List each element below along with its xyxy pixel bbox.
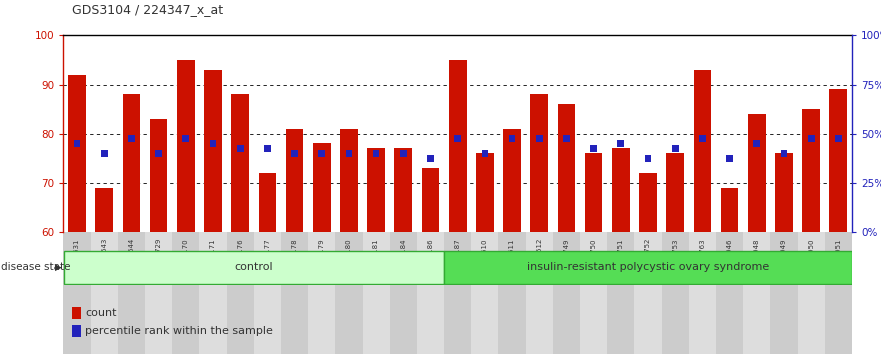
FancyBboxPatch shape: [444, 251, 852, 284]
Bar: [482, 150, 488, 157]
Bar: [336, 232, 362, 354]
Text: percentile rank within the sample: percentile rank within the sample: [85, 326, 273, 336]
Bar: [232, 94, 249, 232]
Bar: [607, 232, 634, 354]
Bar: [210, 140, 217, 147]
Bar: [345, 150, 352, 157]
Bar: [553, 232, 580, 354]
Bar: [292, 150, 298, 157]
Bar: [448, 60, 467, 232]
Bar: [808, 135, 815, 142]
Bar: [100, 150, 107, 157]
Text: ▶: ▶: [55, 263, 62, 272]
Bar: [662, 232, 689, 354]
Bar: [672, 145, 678, 152]
Bar: [422, 168, 440, 232]
Bar: [145, 232, 172, 354]
Bar: [471, 232, 499, 354]
Bar: [417, 232, 444, 354]
Bar: [536, 135, 543, 142]
Bar: [526, 232, 553, 354]
Bar: [499, 232, 526, 354]
Bar: [74, 140, 80, 147]
Bar: [444, 232, 471, 354]
Text: control: control: [234, 262, 273, 272]
Bar: [285, 129, 303, 232]
Bar: [177, 60, 195, 232]
Bar: [204, 70, 222, 232]
Bar: [373, 150, 380, 157]
Bar: [340, 129, 358, 232]
Bar: [640, 173, 657, 232]
Bar: [226, 232, 254, 354]
Bar: [563, 135, 570, 142]
Bar: [95, 188, 113, 232]
Bar: [68, 75, 85, 232]
Bar: [389, 232, 417, 354]
Bar: [590, 145, 597, 152]
Bar: [427, 155, 433, 162]
Bar: [72, 325, 81, 337]
Bar: [634, 232, 662, 354]
Bar: [118, 232, 145, 354]
Bar: [308, 232, 336, 354]
Bar: [770, 232, 797, 354]
Bar: [645, 155, 651, 162]
Bar: [237, 145, 243, 152]
Bar: [699, 135, 706, 142]
Bar: [281, 232, 308, 354]
Bar: [580, 232, 607, 354]
Bar: [716, 232, 744, 354]
Bar: [367, 148, 385, 232]
Bar: [530, 94, 548, 232]
Bar: [400, 150, 407, 157]
Bar: [744, 232, 770, 354]
Bar: [797, 232, 825, 354]
Bar: [122, 94, 140, 232]
Bar: [803, 109, 820, 232]
Bar: [318, 150, 325, 157]
Bar: [91, 232, 118, 354]
Bar: [172, 232, 199, 354]
Bar: [455, 135, 461, 142]
Bar: [781, 150, 788, 157]
Bar: [618, 140, 624, 147]
Bar: [693, 70, 711, 232]
Bar: [362, 232, 389, 354]
Bar: [395, 148, 412, 232]
Bar: [748, 114, 766, 232]
Bar: [753, 140, 760, 147]
Text: disease state: disease state: [1, 262, 70, 272]
Bar: [775, 153, 793, 232]
Text: insulin-resistant polycystic ovary syndrome: insulin-resistant polycystic ovary syndr…: [527, 262, 769, 272]
Bar: [585, 153, 603, 232]
Bar: [182, 135, 189, 142]
Bar: [199, 232, 226, 354]
Bar: [558, 104, 575, 232]
Bar: [825, 232, 852, 354]
Bar: [264, 145, 270, 152]
Bar: [254, 232, 281, 354]
Bar: [258, 173, 276, 232]
Bar: [128, 135, 135, 142]
Text: count: count: [85, 308, 116, 318]
Bar: [155, 150, 162, 157]
Bar: [666, 153, 684, 232]
Bar: [508, 135, 515, 142]
Text: GDS3104 / 224347_x_at: GDS3104 / 224347_x_at: [72, 3, 224, 16]
Bar: [313, 143, 330, 232]
Bar: [835, 135, 841, 142]
Bar: [72, 307, 81, 319]
FancyBboxPatch shape: [63, 251, 444, 284]
Bar: [830, 90, 848, 232]
Bar: [63, 232, 91, 354]
Bar: [612, 148, 630, 232]
Bar: [476, 153, 493, 232]
Bar: [150, 119, 167, 232]
Bar: [726, 155, 733, 162]
Bar: [721, 188, 738, 232]
Bar: [689, 232, 716, 354]
Bar: [503, 129, 521, 232]
